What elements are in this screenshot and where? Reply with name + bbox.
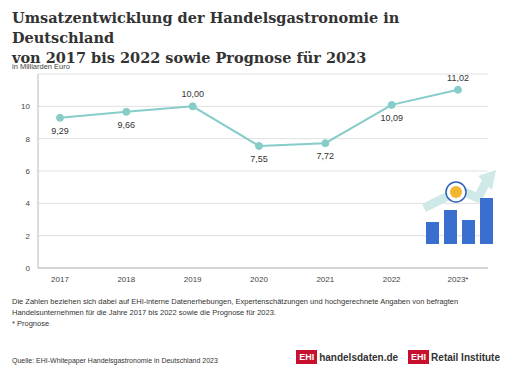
svg-text:7,55: 7,55 <box>250 154 268 164</box>
svg-text:9,66: 9,66 <box>118 120 136 130</box>
html-text:EHI handelsdaten.de: EHI handelsdaten.de <box>299 351 399 363</box>
svg-text:10,09: 10,09 <box>380 113 403 123</box>
svg-text:2021: 2021 <box>316 275 334 284</box>
html-text:EHI Retail Institute: EHI Retail Institute <box>411 351 500 363</box>
html-text:in Milliarden Euro: in Milliarden Euro <box>12 62 70 71</box>
svg-text:8: 8 <box>26 135 31 144</box>
html-text:Umsatzentwicklung der Handelsg: Umsatzentwicklung der Handelsgastronomie… <box>12 9 400 66</box>
svg-text:7,72: 7,72 <box>317 151 335 161</box>
svg-text:2018: 2018 <box>117 275 135 284</box>
svg-text:2: 2 <box>26 232 31 241</box>
svg-text:4: 4 <box>26 199 31 208</box>
svg-text:0: 0 <box>26 264 31 273</box>
svg-text:10: 10 <box>21 102 30 111</box>
svg-text:2020: 2020 <box>250 275 268 284</box>
svg-text:2019: 2019 <box>184 275 202 284</box>
svg-text:2022: 2022 <box>383 275 401 284</box>
svg-text:6: 6 <box>26 167 31 176</box>
html-text:* Prognose: * Prognose <box>12 319 50 328</box>
svg-text:11,02: 11,02 <box>447 73 469 83</box>
svg-text:2023*: 2023* <box>448 275 469 284</box>
svg-text:10,00: 10,00 <box>181 89 204 99</box>
html-text:Quelle: EHI-Whitepaper Handels: Quelle: EHI-Whitepaper Handelsgastronomi… <box>12 357 218 364</box>
svg-text:9,29: 9,29 <box>51 126 69 136</box>
html-text:Die Zahlen beziehen sich dabei: Die Zahlen beziehen sich dabei auf EHI-i… <box>12 297 459 317</box>
svg-text:2017: 2017 <box>51 275 69 284</box>
